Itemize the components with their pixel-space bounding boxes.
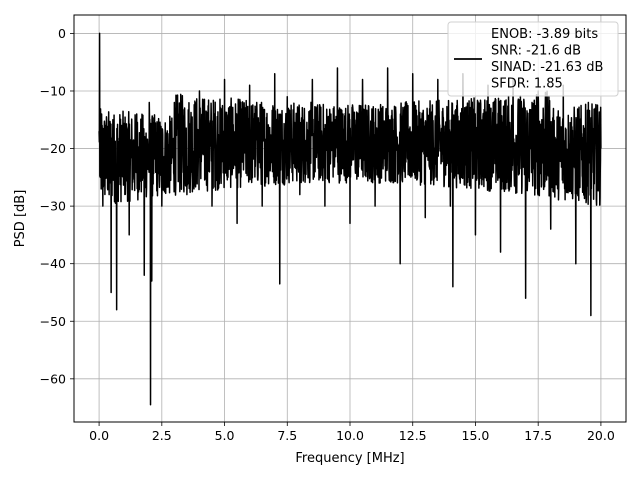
x-tick-label: 0.0 bbox=[89, 428, 109, 443]
y-tick-label: 0 bbox=[58, 26, 66, 41]
x-axis-ticks: 0.0 2.5 5.0 7.5 10.0 12.5 15.0 17.5 20.0 bbox=[89, 422, 615, 443]
legend-entry-sfdr: SFDR: 1.85 bbox=[491, 77, 563, 92]
x-tick-label: 20.0 bbox=[587, 428, 615, 443]
series-line-0 bbox=[98, 32, 602, 406]
x-tick-label: 12.5 bbox=[399, 428, 427, 443]
legend-entry-sinad: SINAD: -21.63 dB bbox=[491, 60, 603, 75]
legend-box bbox=[447, 21, 619, 97]
legend: ENOB: -3.89 bits SNR: -21.6 dB SINAD: -2… bbox=[447, 21, 619, 97]
y-tick-label: −20 bbox=[40, 141, 66, 156]
x-tick-label: 17.5 bbox=[524, 428, 552, 443]
y-axis-label: PSD [dB] bbox=[13, 190, 28, 248]
x-tick-label: 15.0 bbox=[462, 428, 490, 443]
y-tick-label: −30 bbox=[40, 199, 66, 214]
y-axis-ticks: 0 −10 −20 −30 −40 −50 −60 bbox=[40, 26, 74, 386]
legend-entry-snr: SNR: -21.6 dB bbox=[491, 44, 581, 59]
series-layer bbox=[98, 32, 602, 406]
x-tick-label: 2.5 bbox=[152, 428, 172, 443]
x-tick-label: 5.0 bbox=[215, 428, 235, 443]
y-tick-label: −60 bbox=[40, 371, 66, 386]
x-tick-label: 7.5 bbox=[277, 428, 297, 443]
y-tick-label: −10 bbox=[40, 83, 66, 98]
y-tick-label: −40 bbox=[40, 256, 66, 271]
y-tick-label: −50 bbox=[40, 314, 66, 329]
x-axis-label: Frequency [MHz] bbox=[295, 451, 404, 466]
x-tick-label: 10.0 bbox=[336, 428, 364, 443]
legend-entry-enob: ENOB: -3.89 bits bbox=[491, 27, 598, 42]
